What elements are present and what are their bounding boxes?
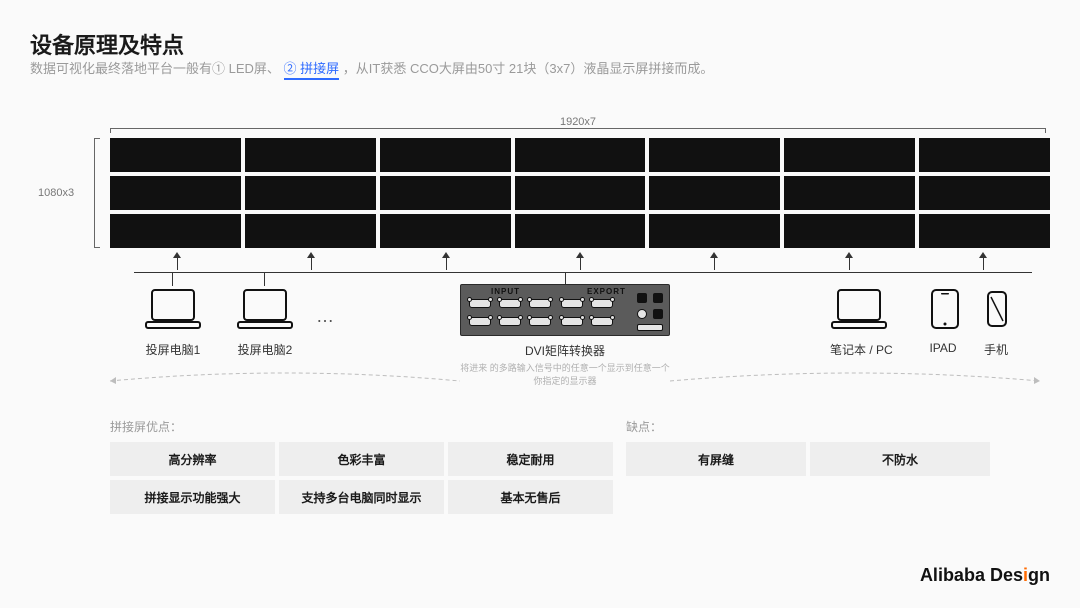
brand-seg-a: Alibaba Des — [920, 565, 1023, 585]
matrix-input-label: INPUT — [491, 287, 520, 296]
wall-arrow — [580, 254, 581, 270]
wall-cell — [245, 214, 376, 248]
horizontal-connector — [134, 272, 1032, 273]
wall-cell — [919, 138, 1050, 172]
wall-cell — [919, 176, 1050, 210]
wall-cell — [245, 176, 376, 210]
source-2-label: 投屏电脑2 — [236, 341, 294, 358]
source-1-label: 投屏电脑1 — [144, 341, 202, 358]
brand-seg-b: gn — [1028, 565, 1050, 585]
pill: 高分辨率 — [110, 442, 275, 476]
pill: 拼接显示功能强大 — [110, 480, 275, 514]
matrix-switcher: INPUT EXPORT DVI矩阵转换器 将进来 的多路输入信号中的任意一个显… — [460, 284, 670, 387]
wall-arrow — [311, 254, 312, 270]
subtitle-seg-3: ，从IT获悉 CCO大屏由50寸 21块（3x7）液晶显示屏拼接而成。 — [343, 61, 714, 76]
dashed-arrow-left — [110, 370, 460, 382]
laptop-icon — [236, 288, 294, 330]
advantages-row-1: 高分辨率色彩丰富稳定耐用 — [110, 442, 613, 476]
client-laptop: 笔记本 / PC — [830, 288, 888, 358]
pill: 不防水 — [810, 442, 990, 476]
matrix-export-label: EXPORT — [587, 287, 626, 296]
wall-cell — [110, 214, 241, 248]
drop-line-1 — [172, 272, 173, 286]
wall-cell — [515, 138, 646, 172]
dashed-arrow-right — [670, 370, 1040, 382]
wall-arrow — [446, 254, 447, 270]
matrix-sublabel: 将进来 的多路输入信号中的任意一个显示到任意一个你指定的显示器 — [460, 361, 670, 387]
matrix-box: INPUT EXPORT — [460, 284, 670, 336]
wall-cell — [649, 176, 780, 210]
wall-top-dimension-label: 1920x7 — [110, 116, 1046, 128]
advantages-row-2: 拼接显示功能强大支持多台电脑同时显示基本无售后 — [110, 480, 613, 514]
wall-left-dimension-label: 1080x3 — [38, 138, 74, 248]
wall-cell — [919, 214, 1050, 248]
client-ipad-label: IPAD — [926, 341, 960, 355]
drop-line-2 — [264, 272, 265, 286]
wall-cell — [784, 138, 915, 172]
wall-cell — [515, 214, 646, 248]
wall-cell — [380, 214, 511, 248]
laptop-icon — [830, 288, 888, 330]
pill: 支持多台电脑同时显示 — [279, 480, 444, 514]
screen-wall: 1920x7 1080x3 — [110, 138, 1050, 248]
subtitle-seg-1: 数据可视化最终落地平台一般有① LED屏、 — [30, 61, 280, 76]
pill: 色彩丰富 — [279, 442, 444, 476]
wall-cell — [515, 176, 646, 210]
tablet-icon — [930, 288, 960, 330]
client-laptop-label: 笔记本 / PC — [830, 341, 888, 358]
wall-arrow — [983, 254, 984, 270]
wall-cell — [784, 176, 915, 210]
wall-cell — [784, 214, 915, 248]
wall-cell — [245, 138, 376, 172]
wall-grid — [110, 138, 1050, 248]
arrow-row — [110, 248, 1050, 270]
pill: 稳定耐用 — [448, 442, 613, 476]
matrix-label: DVI矩阵转换器 — [460, 342, 670, 359]
wall-top-dimension-line — [110, 128, 1046, 133]
wall-cell — [110, 176, 241, 210]
pill: 有屏缝 — [626, 442, 806, 476]
drop-line-matrix — [565, 272, 566, 284]
wall-cell — [110, 138, 241, 172]
wall-cell — [649, 214, 780, 248]
phone-icon — [985, 288, 1009, 330]
wall-left-dimension-line — [94, 138, 100, 248]
disadvantages-title: 缺点： — [626, 418, 662, 435]
ellipsis: … — [316, 306, 336, 327]
laptop-icon — [144, 288, 202, 330]
client-ipad: IPAD — [930, 288, 960, 355]
wall-arrow — [849, 254, 850, 270]
page-subtitle: 数据可视化最终落地平台一般有① LED屏、 ② 拼接屏 ，从IT获悉 CCO大屏… — [30, 58, 713, 77]
brand-logo: Alibaba Design — [920, 565, 1050, 586]
subtitle-seg-highlight: ② 拼接屏 — [284, 61, 340, 80]
client-phone: 手机 — [985, 288, 1009, 358]
wall-arrow — [177, 254, 178, 270]
wall-cell — [649, 138, 780, 172]
wall-cell — [380, 176, 511, 210]
wall-arrow — [714, 254, 715, 270]
pill: 基本无售后 — [448, 480, 613, 514]
disadvantages-row: 有屏缝不防水 — [626, 442, 990, 476]
source-laptop-2: 投屏电脑2 — [236, 288, 294, 358]
advantages-title: 拼接屏优点： — [110, 418, 182, 435]
page-title: 设备原理及特点 — [30, 28, 184, 60]
client-phone-label: 手机 — [983, 341, 1009, 358]
wall-cell — [380, 138, 511, 172]
source-laptop-1: 投屏电脑1 — [144, 288, 202, 358]
